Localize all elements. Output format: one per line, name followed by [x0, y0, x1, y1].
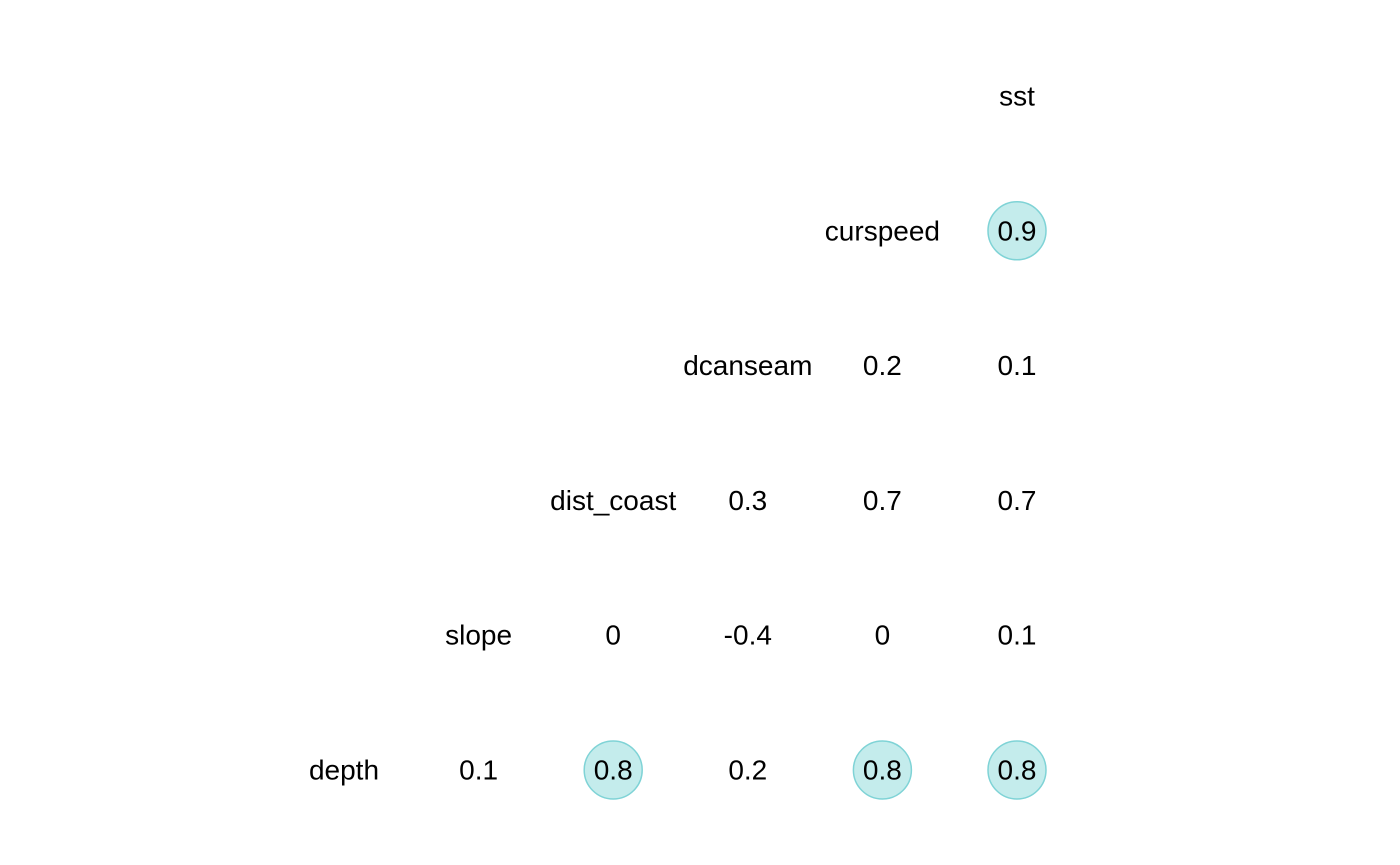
variable-label-dist-coast: dist_coast	[550, 485, 676, 516]
variable-label-slope: slope	[445, 620, 512, 651]
correlation-value: 0.9	[998, 215, 1037, 246]
correlation-value: 0.1	[459, 755, 498, 786]
correlation-value: 0.8	[594, 755, 633, 786]
correlation-value: 0.3	[728, 485, 767, 516]
correlation-value: -0.4	[724, 620, 772, 651]
highlight-circles	[583, 201, 1047, 800]
correlation-value: 0	[875, 620, 891, 651]
variable-label-sst: sst	[999, 81, 1035, 112]
highlight-circle	[852, 740, 913, 800]
correlation-value: 0.8	[863, 755, 902, 786]
correlation-value: 0.7	[998, 485, 1037, 516]
variable-label-dcanseam: dcanseam	[683, 350, 812, 381]
correlation-value: 0.1	[998, 620, 1037, 651]
variable-label-curspeed: curspeed	[825, 215, 940, 246]
highlight-circle	[987, 201, 1047, 261]
highlight-circle	[987, 740, 1047, 800]
variable-labels: depth slope dist_coast dcanseam curspeed sst	[309, 81, 1035, 786]
variable-label-depth: depth	[309, 755, 379, 786]
correlation-value: 0.2	[863, 350, 902, 381]
correlation-value: 0.8	[998, 755, 1037, 786]
highlight-circle	[583, 740, 643, 800]
correlation-value: 0.2	[728, 755, 767, 786]
correlation-value: 0.7	[863, 485, 902, 516]
correlation-values: 0.1 0.8 0 0.2 -0.4 0.3 0.8 0 0.7 0.2 0.8 0.1 0.7 0.1 0…	[459, 215, 1036, 785]
correlation-value: 0	[605, 620, 621, 651]
correlation-value: 0.1	[998, 350, 1037, 381]
